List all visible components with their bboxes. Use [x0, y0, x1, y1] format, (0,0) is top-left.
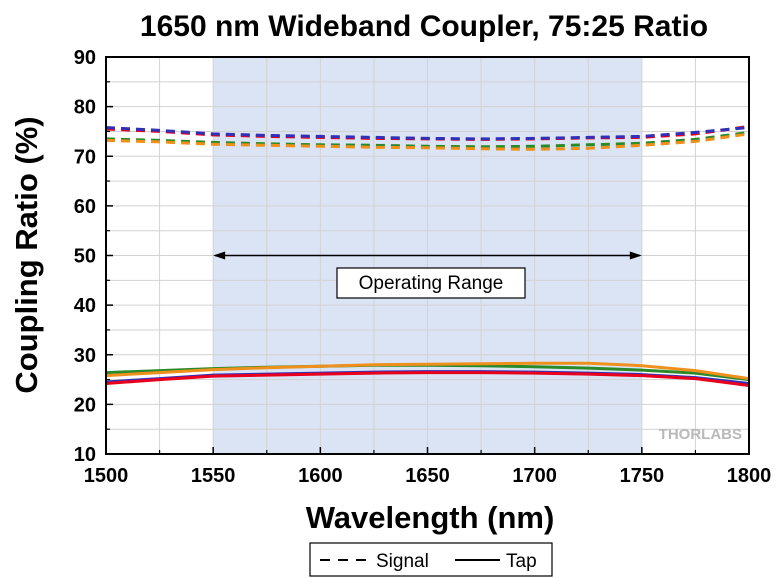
x-tick-label: 1800	[727, 465, 772, 487]
signal-line	[105, 132, 750, 151]
arrowhead-right	[629, 251, 642, 260]
x-tick-label: 1750	[620, 465, 665, 487]
tap-line	[105, 361, 750, 381]
y-tick-label: 30	[74, 345, 96, 367]
legend-box	[309, 542, 553, 577]
y-tick-label: 80	[74, 97, 96, 119]
y-tick-label: 40	[74, 295, 96, 317]
legend-tap-label: Tap	[506, 551, 537, 572]
y-tick-label: 50	[74, 246, 96, 268]
y-tick-label: 10	[74, 444, 96, 466]
y-tick-label: 70	[74, 146, 96, 168]
x-tick-label: 1700	[512, 465, 557, 487]
x-tick-label: 1550	[191, 465, 236, 487]
x-axis-title: Wavelength (nm)	[306, 500, 555, 535]
y-tick-label: 60	[74, 196, 96, 218]
x-tick-label: 1500	[84, 465, 129, 487]
chart-title: 1650 nm Wideband Coupler, 75:25 Ratio	[140, 10, 708, 43]
operating-range-label-box	[336, 267, 526, 299]
y-axis-title: Coupling Ratio (%)	[9, 116, 44, 393]
y-tick-label: 20	[74, 394, 96, 416]
tap-line	[105, 371, 750, 387]
arrowhead-left	[213, 251, 226, 260]
legend-signal-label: Signal	[376, 551, 429, 572]
signal-line	[105, 126, 750, 141]
watermark: THORLABS	[659, 426, 742, 443]
x-tick-label: 1650	[405, 465, 450, 487]
operating-range-label: Operating Range	[359, 273, 504, 294]
y-tick-label: 90	[74, 47, 96, 69]
x-tick-label: 1600	[298, 465, 343, 487]
